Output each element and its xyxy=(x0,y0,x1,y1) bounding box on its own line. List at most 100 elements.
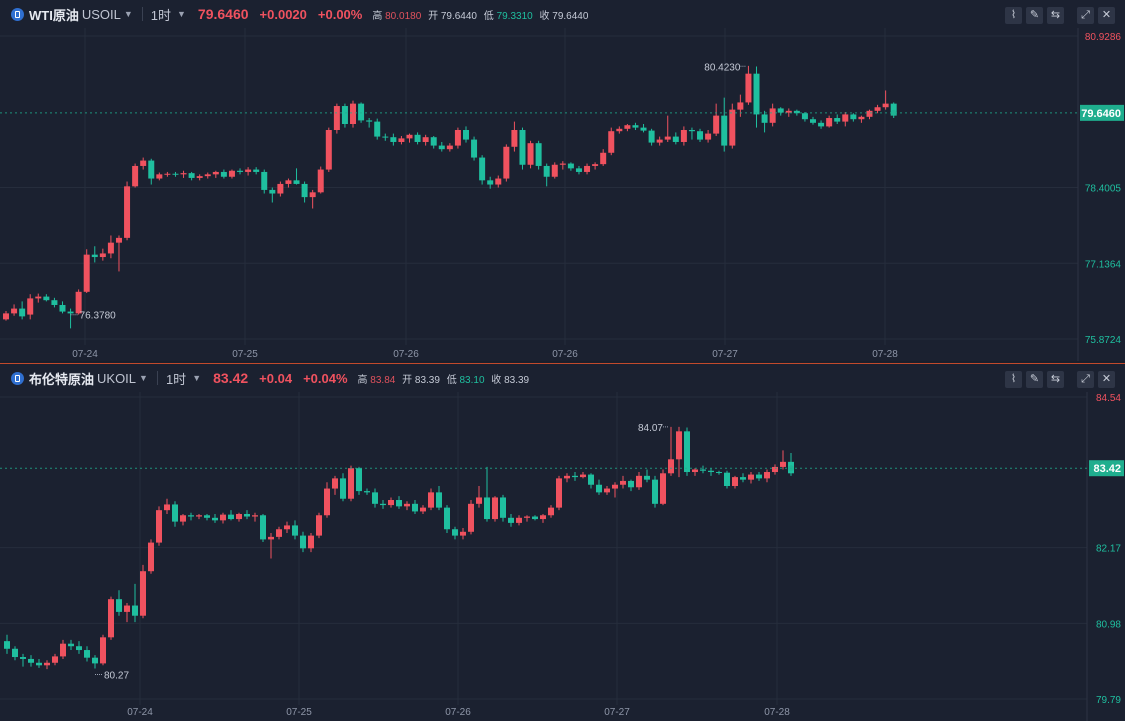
x-tick-label: 07-27 xyxy=(712,349,738,360)
candle xyxy=(3,310,9,321)
price-change: +0.04 xyxy=(259,370,293,386)
candle xyxy=(648,128,655,146)
interval-dropdown-chevron-icon[interactable]: ▼ xyxy=(177,9,186,19)
candle xyxy=(756,472,762,481)
symbol-name[interactable]: 布伦特原油 xyxy=(29,371,95,387)
candle-body xyxy=(75,291,82,314)
candle-body xyxy=(364,491,370,493)
candle xyxy=(436,486,442,511)
candle-body xyxy=(454,130,461,146)
candle xyxy=(374,118,381,140)
candle-body xyxy=(668,459,674,474)
candle-body xyxy=(132,605,138,616)
indicator-icon[interactable]: ⌇ xyxy=(1005,371,1022,388)
candle-body xyxy=(285,180,292,184)
candle xyxy=(656,136,663,146)
candle-body xyxy=(284,525,290,530)
candle-body xyxy=(220,171,227,177)
candle xyxy=(67,308,74,329)
candle xyxy=(276,526,282,540)
high-value: 80.0180 xyxy=(385,10,422,22)
candle xyxy=(261,169,268,194)
candle xyxy=(652,475,658,508)
close-icon[interactable]: ✕ xyxy=(1098,371,1115,388)
candle xyxy=(316,512,322,539)
candle-body xyxy=(358,103,365,121)
candle-body xyxy=(412,503,418,512)
last-price: 79.6460 xyxy=(197,6,249,22)
candle-body xyxy=(503,146,510,179)
candle xyxy=(252,512,258,522)
candle-body xyxy=(11,308,18,314)
candle xyxy=(20,653,26,667)
candle-body xyxy=(721,115,728,146)
candle-body xyxy=(292,525,298,536)
y-tick-label: 80.98 xyxy=(1096,619,1121,630)
candle xyxy=(519,127,526,170)
candle-body xyxy=(640,127,647,131)
symbol-dropdown-chevron-icon[interactable]: ▼ xyxy=(123,9,133,19)
candle-body xyxy=(390,137,397,142)
candle-body xyxy=(317,169,324,193)
candle-body xyxy=(524,516,530,518)
candle xyxy=(540,513,546,523)
compare-icon[interactable]: ⇆ xyxy=(1047,371,1064,388)
candle xyxy=(420,505,426,514)
candle-body xyxy=(51,300,58,305)
candle-body xyxy=(204,515,210,518)
ukoil-toolbar: ⌇ ✎ ⇆ ⤢ ✕ xyxy=(1001,371,1115,388)
pencil-icon[interactable]: ✎ xyxy=(1026,371,1043,388)
symbol-logo-icon xyxy=(11,7,24,21)
candle-body xyxy=(212,517,218,521)
low-value: 79.3310 xyxy=(496,10,533,22)
ukoil-candlestick-plot[interactable]: 84.54 82.17 80.98 79.79 83.42 07-24 07-25 07-26… xyxy=(0,364,1125,721)
expand-icon[interactable]: ⤢ xyxy=(1077,371,1094,388)
candle-body xyxy=(180,173,187,175)
candle xyxy=(350,100,357,128)
candle-body xyxy=(732,477,738,487)
candle-body xyxy=(99,253,106,258)
last-price: 83.42 xyxy=(213,370,249,386)
candle xyxy=(535,140,542,170)
candle-body xyxy=(644,475,650,480)
candle xyxy=(556,475,562,511)
symbol-code[interactable]: UKOIL xyxy=(97,370,137,386)
candle-body xyxy=(404,503,410,507)
candle xyxy=(325,127,332,172)
candle-body xyxy=(700,469,706,471)
symbol-dropdown-chevron-icon[interactable]: ▼ xyxy=(139,373,148,383)
symbol-name[interactable]: WTI原油 xyxy=(29,7,79,23)
expand-icon[interactable]: ⤢ xyxy=(1077,7,1094,24)
compare-icon[interactable]: ⇆ xyxy=(1047,7,1064,24)
interval-selector[interactable]: 1时 xyxy=(165,371,187,387)
symbol-code[interactable]: USOIL xyxy=(81,6,121,22)
close-icon[interactable]: ✕ xyxy=(1098,7,1115,24)
candle xyxy=(460,527,466,540)
candle-body xyxy=(452,529,458,536)
interval-dropdown-chevron-icon[interactable]: ▼ xyxy=(192,373,202,383)
y-tick-label: 84.54 xyxy=(1096,393,1121,404)
candle-body xyxy=(656,139,663,143)
high-label: 高 xyxy=(357,374,368,386)
usoil-chart-panel[interactable]: 80.9286 78.4005 77.1364 75.8724 79.6460 07-24… xyxy=(0,0,1125,361)
candle-body xyxy=(91,254,98,258)
candle xyxy=(780,450,786,470)
ukoil-chart-panel[interactable]: 84.54 82.17 80.98 79.79 83.42 07-24 07-25 07-26… xyxy=(0,363,1125,721)
indicator-icon[interactable]: ⌇ xyxy=(1005,7,1022,24)
candle xyxy=(476,486,482,508)
pencil-icon[interactable]: ✎ xyxy=(1026,7,1043,24)
candle-body xyxy=(468,503,474,532)
candle xyxy=(196,513,202,520)
usoil-candlestick-plot[interactable]: 80.9286 78.4005 77.1364 75.8724 79.6460 07-24… xyxy=(0,0,1125,361)
candle xyxy=(268,533,274,559)
candle-body xyxy=(588,474,594,485)
candle-body xyxy=(543,165,550,177)
candle xyxy=(785,108,792,117)
candle xyxy=(511,121,518,152)
candle xyxy=(44,660,50,670)
candle xyxy=(753,66,760,128)
candle-body xyxy=(188,173,195,178)
candle xyxy=(76,641,82,654)
interval-selector[interactable]: 1时 xyxy=(150,7,171,23)
candle-body xyxy=(567,163,574,169)
